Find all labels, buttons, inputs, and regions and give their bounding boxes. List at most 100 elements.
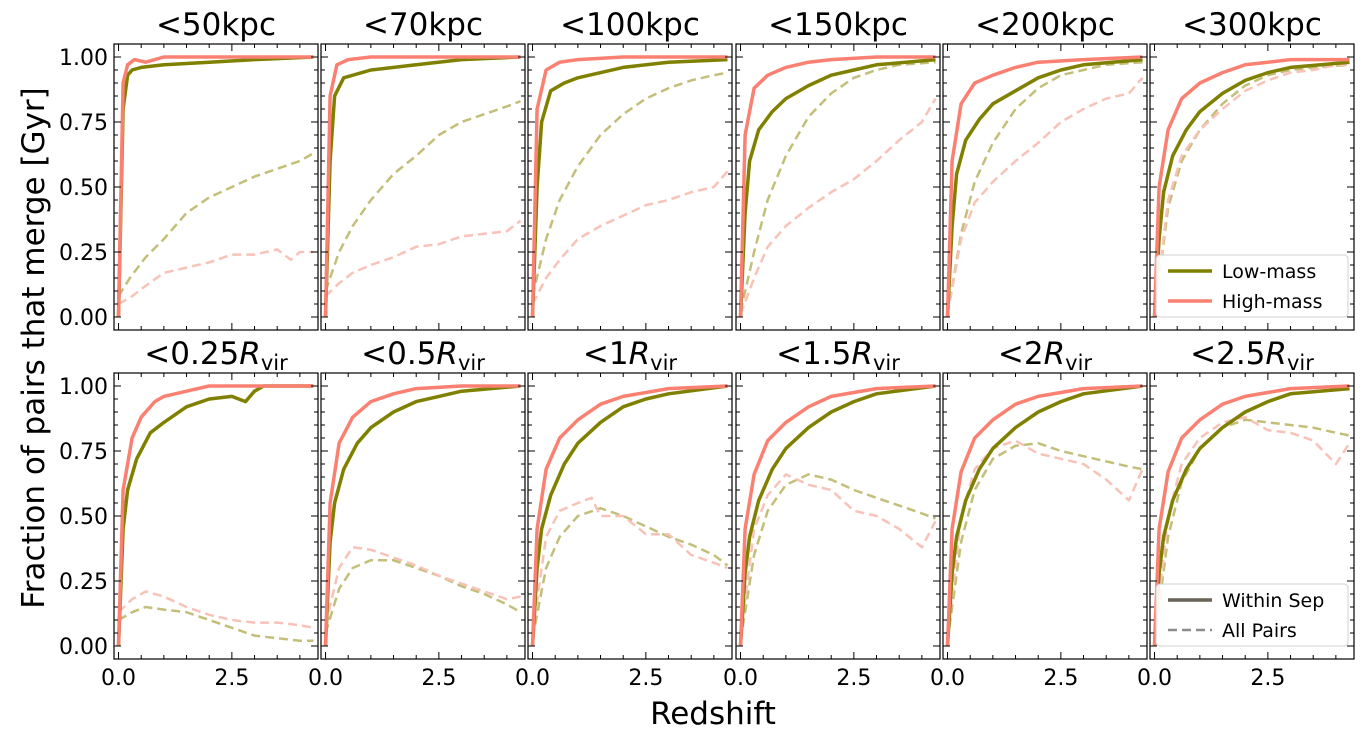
series-low-solid (323, 55, 521, 318)
series-low-solid (945, 384, 1143, 647)
subplot-7: 0.00 0.25 0.50 0.75 1.00 0.0 2.5 <0.25Rvir (59, 336, 319, 691)
series-high-dashed (117, 248, 314, 306)
series-high-solid (530, 384, 728, 647)
y-tick-label: 0.75 (59, 111, 108, 136)
axes-frame (735, 43, 941, 331)
series-high-dashed (946, 76, 1144, 315)
y-tick-label: 0.00 (59, 306, 108, 331)
series-high-solid (116, 55, 314, 318)
panel-title: <0.5Rvir (361, 336, 485, 375)
y-tick-label: 0.25 (59, 241, 108, 266)
y-tick-label: 0.25 (59, 570, 108, 595)
subplot-5: <200kpc (942, 7, 1148, 331)
series-high-dashed (1153, 63, 1350, 315)
series-high-dashed (739, 473, 937, 636)
series-high-dashed (117, 590, 314, 630)
series-low-dashed (324, 558, 522, 634)
y-tick-label: 0.00 (59, 635, 108, 660)
series-high-solid (945, 55, 1143, 318)
x-tick-label: 2.5 (421, 666, 456, 691)
subplot-1: 0.00 0.25 0.50 0.75 1.00 <50kpc (59, 7, 319, 331)
subplot-3: <100kpc (527, 7, 733, 331)
series-low-dashed (946, 441, 1143, 641)
series-high-dashed (324, 545, 521, 626)
axes-frame (320, 43, 526, 331)
x-tick-label: 0.0 (308, 666, 343, 691)
series-low-dashed (324, 100, 521, 292)
series-low-dashed (739, 473, 936, 641)
series-low-dashed (117, 605, 314, 643)
legend-label: Low-mass (1222, 261, 1316, 283)
series-high-dashed (531, 170, 729, 305)
panel-title: <70kpc (363, 7, 483, 43)
x-tick-label: 2.5 (1043, 666, 1078, 691)
series-low-solid (530, 57, 728, 318)
subplot-12: 0.0 2.5 <2.5Rvir (1137, 336, 1355, 691)
subplot-4: <150kpc (735, 7, 941, 331)
legend-label: All Pairs (1222, 620, 1297, 642)
legend-line-style: Within Sep All Pairs (1155, 583, 1349, 647)
series-low-dashed (739, 60, 936, 313)
series-high-solid (323, 55, 521, 318)
panel-title: <100kpc (560, 7, 700, 43)
x-axis-title: Redshift (650, 696, 776, 732)
series-high-solid (1152, 57, 1350, 318)
x-tick-label: 0.0 (101, 666, 136, 691)
panel-title: <150kpc (768, 7, 908, 43)
legend-label: High-mass (1222, 291, 1322, 313)
series-low-dashed (1153, 418, 1350, 641)
panel-title: <200kpc (975, 7, 1115, 43)
subplot-8: 0.0 2.5 <0.5Rvir (308, 336, 526, 691)
series-low-solid (530, 384, 728, 647)
panel-title: <1Rvir (583, 336, 678, 375)
series-low-solid (1152, 386, 1350, 647)
y-axis-title: Fraction of pairs that merge [Gyr] (16, 87, 52, 609)
y-tick-label: 1.00 (59, 46, 108, 71)
series-low-solid (1152, 60, 1350, 318)
x-tick-label: 2.5 (214, 666, 249, 691)
series-high-solid (738, 384, 936, 647)
axes-frame (527, 372, 733, 660)
series-high-dashed (946, 439, 1144, 639)
y-tick-label: 0.75 (59, 440, 108, 465)
panel-title: <2.5Rvir (1190, 336, 1314, 375)
y-tick-label: 1.00 (59, 375, 108, 400)
series-high-solid (530, 55, 728, 318)
x-tick-label: 0.0 (1137, 666, 1172, 691)
x-tick-label: 2.5 (836, 666, 871, 691)
x-tick-label: 0.0 (515, 666, 550, 691)
panel-title: <2Rvir (998, 336, 1093, 375)
y-tick-label: 0.50 (59, 176, 108, 201)
x-tick-label: 0.0 (723, 666, 758, 691)
subplot-10: 0.0 2.5 <1.5Rvir (723, 336, 941, 691)
panel-title: <1.5Rvir (776, 336, 900, 375)
series-low-solid (945, 57, 1143, 318)
series-low-solid (116, 55, 314, 318)
subplot-2: <70kpc (320, 7, 526, 331)
axes-frame (942, 372, 1148, 660)
series-high-dashed (324, 219, 522, 298)
series-low-dashed (117, 152, 315, 297)
series-low-dashed (946, 60, 1143, 315)
series-high-solid (323, 384, 521, 647)
series-low-solid (738, 57, 936, 318)
legend-mass: Low-mass High-mass (1155, 254, 1349, 318)
series-high-solid (1152, 384, 1350, 647)
subplot-11: 0.0 2.5 <2Rvir (930, 336, 1148, 691)
subplot-6: <300kpc (1149, 7, 1355, 331)
series-low-dashed (1153, 63, 1350, 315)
x-tick-label: 2.5 (628, 666, 663, 691)
series-low-solid (738, 384, 936, 647)
legend-label: Within Sep (1222, 590, 1324, 612)
series-low-dashed (531, 71, 728, 297)
y-tick-label: 0.50 (59, 505, 108, 530)
series-high-dashed (739, 97, 937, 315)
series-low-solid (323, 384, 521, 647)
panel-title: <0.25Rvir (144, 336, 288, 375)
panels-group: 0.00 0.25 0.50 0.75 1.00 <50kpc <70kpc <100kpc <… (59, 7, 1355, 691)
series-low-dashed (531, 506, 729, 639)
panel-title: <300kpc (1182, 7, 1322, 43)
series-high-solid (945, 384, 1143, 647)
series-low-solid (116, 384, 314, 647)
